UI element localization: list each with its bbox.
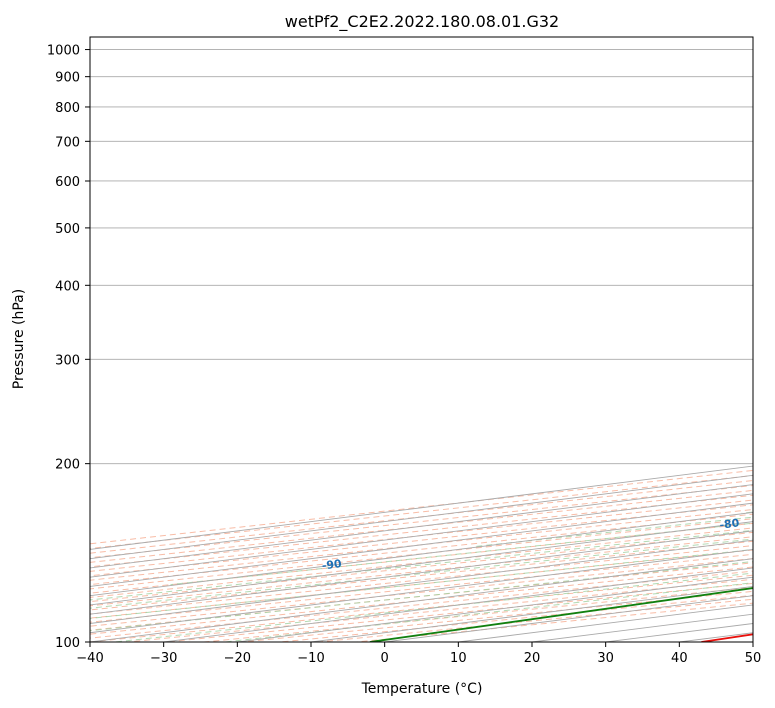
- x-tick-label: 20: [524, 651, 541, 666]
- isotherm-line: [90, 474, 753, 560]
- y-tick-label: 500: [55, 222, 80, 237]
- y-axis-ticks: 100 200 300 400 500 600 700 800 900 1000: [47, 44, 90, 651]
- reference-line-labels: -100-90-80-70-60-50-40-30-20-1000.10.20.…: [321, 516, 741, 572]
- x-tick-label: −10: [297, 651, 324, 666]
- chart-title: wetPf2_C2E2.2022.180.08.01.G32: [285, 12, 559, 32]
- y-axis-label: Pressure (hPa): [11, 289, 27, 389]
- x-tick-label: 0: [381, 651, 389, 666]
- x-tick-label: −30: [150, 651, 177, 666]
- isotherm-line: [90, 521, 753, 606]
- x-tick-label: 40: [671, 651, 688, 666]
- isotherm-line: [90, 539, 753, 624]
- dry-adiabat-line: [90, 527, 753, 598]
- y-tick-label: 100: [55, 636, 80, 651]
- isotherm-line: [90, 511, 753, 597]
- y-tick-label: 600: [55, 175, 80, 190]
- isotherm-line: [90, 530, 753, 615]
- x-tick-label: 10: [450, 651, 467, 666]
- isotherm-line: [90, 502, 753, 587]
- y-tick-label: 400: [55, 279, 80, 294]
- isotherm-line: [90, 484, 753, 569]
- y-tick-label: 700: [55, 135, 80, 150]
- dry-adiabat-line: [90, 522, 753, 594]
- isotherm-line: [90, 465, 753, 550]
- x-axis-ticks: −40 −30 −20 −10 0 10 20 30 40 50: [76, 642, 761, 666]
- y-tick-label: 900: [55, 71, 80, 86]
- isotherm-line: [90, 493, 753, 578]
- x-tick-label: 50: [745, 651, 762, 666]
- x-tick-label: −20: [224, 651, 251, 666]
- x-tick-label: −40: [76, 651, 103, 666]
- dry-adiabat-line: [90, 494, 753, 568]
- pressure-gridlines: [90, 49, 753, 642]
- dry-adiabat-line: [90, 518, 753, 590]
- x-axis-label: Temperature (°C): [361, 681, 483, 697]
- isotherms: [90, 465, 753, 642]
- isotherm-label: -90: [321, 557, 343, 572]
- dry-adiabat-line: [90, 469, 753, 545]
- y-tick-label: 300: [55, 353, 80, 368]
- plot-area: -100-90-80-70-60-50-40-30-20-1000.10.20.…: [90, 49, 753, 642]
- x-tick-label: 30: [597, 651, 614, 666]
- dry-adiabat-line: [90, 499, 753, 572]
- dry-adiabat-line: [90, 504, 753, 577]
- y-tick-label: 1000: [47, 44, 80, 59]
- y-tick-label: 800: [55, 101, 80, 116]
- y-tick-label: 200: [55, 458, 80, 473]
- isotherm-label: -80: [719, 516, 741, 531]
- plot-frame: [89, 36, 754, 643]
